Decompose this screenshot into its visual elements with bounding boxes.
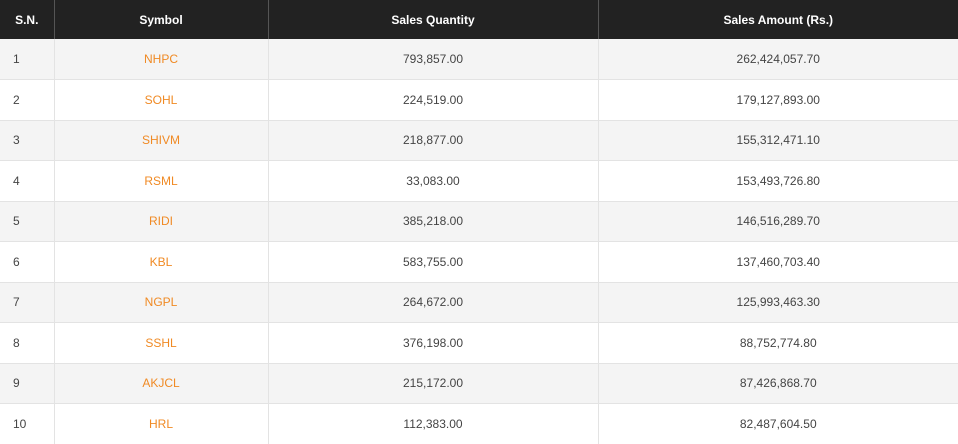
row-sales-quantity: 385,218.00 [268, 201, 599, 242]
table-row: 1 NHPC 793,857.00 262,424,057.70 [0, 39, 958, 80]
row-sales-quantity: 112,383.00 [268, 403, 599, 444]
row-sales-quantity: 376,198.00 [268, 322, 599, 364]
symbol-link[interactable]: AKJCL [142, 376, 180, 391]
row-sales-quantity: 583,755.00 [268, 241, 599, 283]
table-row: 7 NGPL 264,672.00 125,993,463.30 [0, 282, 958, 323]
symbol-link[interactable]: SHIVM [141, 133, 180, 148]
header-sales-quantity: Sales Quantity [268, 0, 599, 39]
row-sales-amount: 137,460,703.40 [598, 241, 958, 283]
row-sn: 8 [0, 322, 55, 364]
header-sales-amount: Sales Amount (Rs.) [723, 12, 834, 27]
row-sales-amount: 179,127,893.00 [598, 79, 958, 121]
table-row: 3 SHIVM 218,877.00 155,312,471.10 [0, 120, 958, 161]
row-sn: 2 [0, 79, 55, 121]
table-row: 4 RSML 33,083.00 153,493,726.80 [0, 160, 958, 202]
row-sn: 5 [0, 201, 55, 242]
row-sales-amount: 125,993,463.30 [598, 282, 958, 323]
row-sales-quantity: 218,877.00 [268, 120, 599, 161]
row-sn: 7 [0, 282, 55, 323]
symbol-link[interactable]: RIDI [149, 214, 173, 229]
header-sn: S.N. [0, 0, 55, 39]
row-sales-quantity: 793,857.00 [268, 39, 599, 80]
row-sn: 4 [0, 160, 55, 202]
row-sales-quantity: 264,672.00 [268, 282, 599, 323]
row-sales-amount: 82,487,604.50 [598, 403, 958, 444]
row-sn: 6 [0, 241, 55, 283]
row-sales-amount: 87,426,868.70 [598, 363, 958, 404]
row-sales-amount: 155,312,471.10 [598, 120, 958, 161]
symbol-link[interactable]: SOHL [144, 92, 178, 107]
row-sn: 9 [0, 363, 55, 404]
table-row: 2 SOHL 224,519.00 179,127,893.00 [0, 79, 958, 121]
row-sn: 1 [0, 39, 55, 80]
table-body: 1 NHPC 793,857.00 262,424,057.70 2 SOHL … [0, 39, 958, 444]
row-sales-quantity: 33,083.00 [268, 160, 599, 202]
row-sales-amount: 88,752,774.80 [598, 322, 958, 364]
row-sales-amount: 146,516,289.70 [598, 201, 958, 242]
symbol-link[interactable]: NGPL [144, 295, 178, 310]
row-sales-amount: 262,424,057.70 [598, 39, 958, 80]
symbol-link[interactable]: RSML [144, 173, 178, 188]
table-row: 10 HRL 112,383.00 82,487,604.50 [0, 403, 958, 444]
header-row: S.N. Symbol Sales Quantity Sales Amount … [0, 0, 958, 39]
symbol-link[interactable]: HRL [148, 416, 173, 431]
symbol-link[interactable]: KBL [149, 254, 173, 269]
row-sales-quantity: 215,172.00 [268, 363, 599, 404]
table-header: S.N. Symbol Sales Quantity Sales Amount … [0, 0, 958, 39]
symbol-link[interactable]: SSHL [145, 335, 177, 350]
header-symbol: Symbol [54, 0, 269, 39]
table-row: 5 RIDI 385,218.00 146,516,289.70 [0, 201, 958, 242]
row-sn: 3 [0, 120, 55, 161]
row-sales-quantity: 224,519.00 [268, 79, 599, 121]
table-row: 6 KBL 583,755.00 137,460,703.40 [0, 241, 958, 283]
row-sn: 10 [0, 403, 55, 444]
symbol-link[interactable]: NHPC [143, 52, 178, 66]
table-row: 9 AKJCL 215,172.00 87,426,868.70 [0, 363, 958, 404]
row-sales-amount: 153,493,726.80 [598, 160, 958, 202]
table-row: 8 SSHL 376,198.00 88,752,774.80 [0, 322, 958, 364]
